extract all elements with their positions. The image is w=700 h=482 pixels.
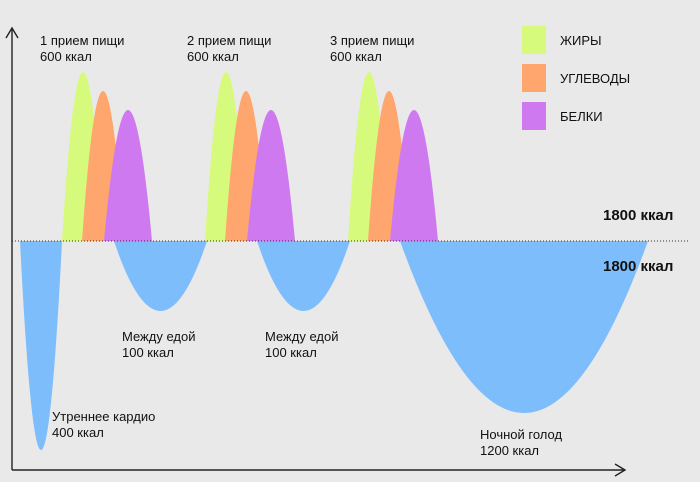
intake-total-label: 1800 ккал <box>603 207 674 224</box>
legend-item-carbs: УГЛЕВОДЫ <box>522 64 630 92</box>
night-hunger-lobe <box>400 241 648 413</box>
x-axis-arrow-icon <box>614 463 627 477</box>
meal-3-title: 3 прием пищи <box>330 33 415 48</box>
between-meals-1-title: Между едой <box>122 329 196 344</box>
morning-cardio-kcal: 400 ккал <box>52 425 104 440</box>
meal-3-label: 3 прием пищи 600 ккал <box>330 33 414 65</box>
meal-1-title: 1 прием пищи <box>40 33 125 48</box>
legend-label-protein: БЕЛКИ <box>560 108 603 124</box>
between-meals-2-kcal: 100 ккал <box>265 345 317 360</box>
morning-cardio-title: Утреннее кардио <box>52 409 156 424</box>
morning-cardio-label: Утреннее кардио 400 ккал <box>52 409 155 441</box>
legend-swatch-carbs <box>522 64 546 92</box>
meal-1-label: 1 прием пищи 600 ккал <box>40 33 124 65</box>
between-meals-1-lobe <box>114 241 207 311</box>
between-meals-2-lobe <box>257 241 350 311</box>
between-meals-1-kcal: 100 ккал <box>122 345 174 360</box>
meal-2-label: 2 прием пищи 600 ккал <box>187 33 271 65</box>
morning-cardio-lobe <box>20 241 62 450</box>
meal-2-protein-shape <box>247 110 295 241</box>
legend-item-fat: ЖИРЫ <box>522 26 602 54</box>
between-meals-2-label: Между едой 100 ккал <box>265 329 338 361</box>
night-hunger-kcal: 1200 ккал <box>480 443 540 458</box>
meal-3-protein-shape <box>390 110 438 241</box>
night-hunger-title: Ночной голод <box>480 427 563 442</box>
legend-item-protein: БЕЛКИ <box>522 102 603 130</box>
legend-label-carbs: УГЛЕВОДЫ <box>560 70 631 86</box>
meal-3-kcal: 600 ккал <box>330 49 382 64</box>
meal-2-kcal: 600 ккал <box>187 49 239 64</box>
meal-1-kcal: 600 ккал <box>40 49 92 64</box>
meal-1-protein-shape <box>104 110 152 241</box>
legend-swatch-protein <box>522 102 546 130</box>
meal-shapes <box>62 72 438 241</box>
expense-lobes <box>20 241 648 450</box>
between-meals-1-label: Между едой 100 ккал <box>122 329 195 361</box>
axes <box>5 26 627 477</box>
meal-2-title: 2 прием пищи <box>187 33 272 48</box>
between-meals-2-title: Между едой <box>265 329 339 344</box>
legend-label-fat: ЖИРЫ <box>560 32 602 48</box>
expense-total-label: 1800 ккал <box>603 258 674 275</box>
night-hunger-label: Ночной голод 1200 ккал <box>480 427 562 459</box>
y-axis-arrow-icon <box>5 26 19 39</box>
legend-swatch-fat <box>522 26 546 54</box>
